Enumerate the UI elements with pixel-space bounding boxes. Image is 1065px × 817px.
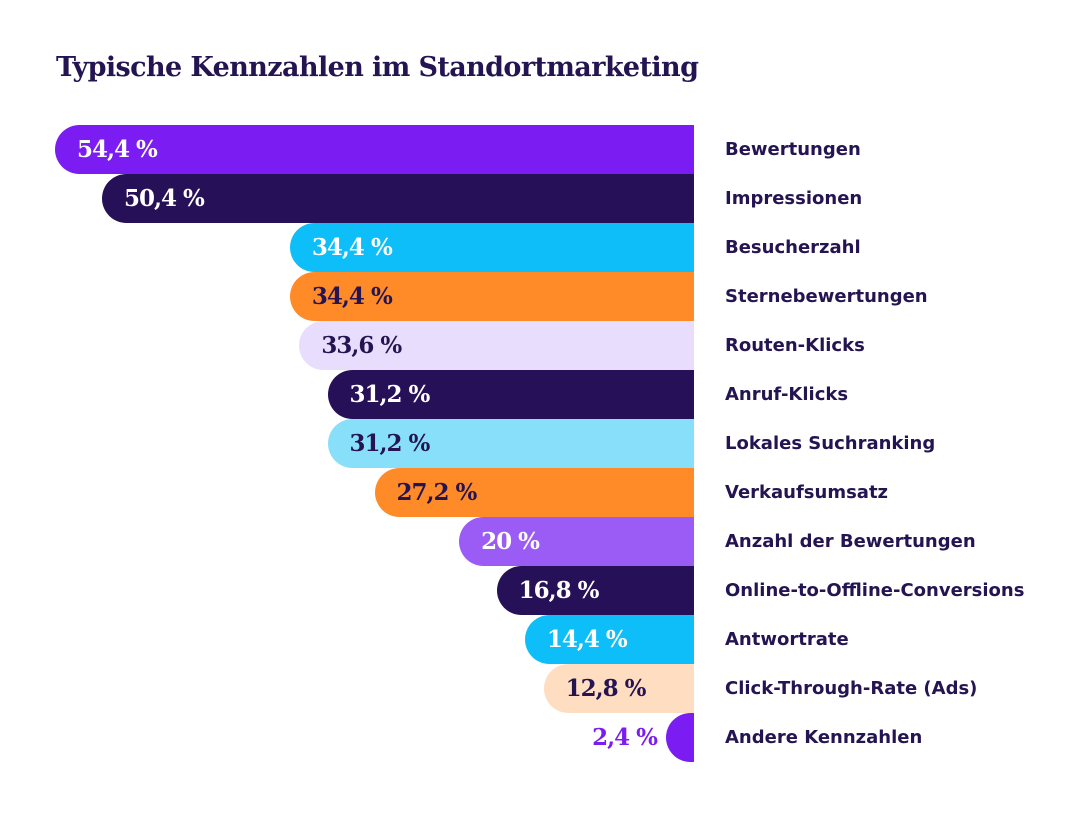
bar: 34,4 %	[289, 223, 694, 272]
bar: 12,8 %	[543, 664, 694, 713]
bar-value-label: 14,4 %	[546, 626, 628, 653]
category-label: Impressionen	[725, 188, 863, 209]
bar: 33,6 %	[299, 321, 694, 370]
bar-value-label: 31,2 %	[349, 430, 431, 457]
bar: 2,4 %	[592, 713, 694, 762]
bar-value-label: 27,2 %	[396, 479, 478, 506]
category-label: Bewertungen	[725, 139, 861, 160]
bar: 34,4 %	[289, 272, 694, 321]
bar: 14,4 %	[524, 615, 694, 664]
category-label: Verkaufsumsatz	[725, 482, 889, 503]
bar-value-label: 12,8 %	[565, 675, 647, 702]
bar-value-label: 33,6 %	[321, 332, 402, 359]
category-label: Antwortrate	[725, 629, 849, 650]
category-label: Anzahl der Bewertungen	[725, 531, 976, 552]
bar-value-label: 34,4 %	[311, 234, 393, 261]
bar: 50,4 %	[101, 174, 694, 223]
bar-value-label: 34,4 %	[311, 283, 393, 310]
bar: 54,4 %	[55, 125, 694, 174]
bar-value-label: 2,4 %	[592, 724, 658, 751]
bar-value-label: 54,4 %	[77, 136, 158, 163]
category-label: Lokales Suchranking	[725, 433, 936, 454]
bar: 20 %	[459, 517, 694, 566]
category-label: Anruf-Klicks	[725, 384, 849, 405]
chart-title: Typische Kennzahlen im Standortmarketing	[56, 52, 699, 83]
bar: 16,8 %	[496, 566, 694, 615]
bar-value-label: 16,8 %	[518, 577, 600, 604]
category-label: Click-Through-Rate (Ads)	[725, 678, 978, 699]
bar: 31,2 %	[327, 419, 694, 468]
category-label: Besucherzahl	[725, 237, 861, 258]
category-label: Online-to-Offline-Conversions	[725, 580, 1025, 601]
bar-value-label: 50,4 %	[123, 185, 205, 212]
bar-value-label: 31,2 %	[349, 381, 431, 408]
category-label: Routen-Klicks	[725, 335, 865, 356]
category-label: Andere Kennzahlen	[725, 727, 923, 748]
bar: 27,2 %	[374, 468, 694, 517]
bar-value-label: 20 %	[481, 528, 540, 555]
category-label: Sternebewertungen	[725, 286, 928, 307]
bar: 31,2 %	[327, 370, 694, 419]
